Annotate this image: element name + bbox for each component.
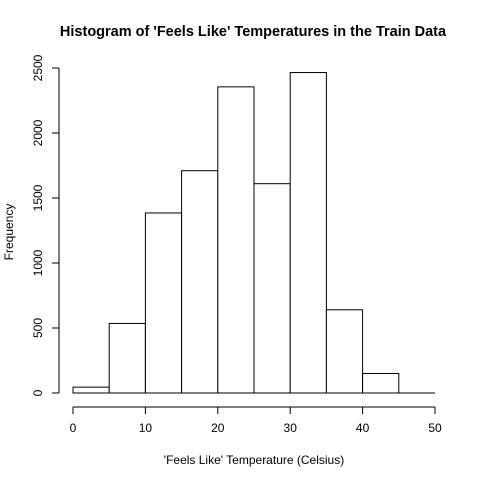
x-tick-label: 0 [70, 421, 77, 435]
x-tick-label: 30 [284, 421, 298, 435]
histogram-bar-20-25 [217, 86, 255, 394]
y-tick-label: 500 [31, 318, 45, 338]
histogram-bar-0-5 [72, 386, 110, 394]
chart-title: Histogram of 'Feels Like' Temperatures i… [60, 24, 447, 40]
histogram-bar-15-20 [181, 170, 219, 394]
histogram-bar-25-30 [253, 183, 291, 394]
histogram-bar-5-10 [108, 322, 146, 394]
x-tick-label: 20 [211, 421, 225, 435]
y-tick-label: 1500 [31, 184, 45, 211]
histogram-bar-40-45 [362, 373, 400, 394]
x-axis-label: 'Feels Like' Temperature (Celsius) [164, 453, 344, 467]
histogram-bar-35-40 [325, 309, 364, 394]
x-tick-label: 10 [139, 421, 153, 435]
y-tick-label: 0 [31, 389, 45, 396]
histogram-bar-10-15 [144, 212, 183, 394]
y-axis: 0 500 1000 1500 2000 2500 [31, 54, 60, 396]
x-tick-label: 40 [356, 421, 370, 435]
y-tick-label: 2000 [31, 119, 45, 146]
x-tick-label: 50 [428, 421, 442, 435]
y-axis-label: Frequency [2, 204, 16, 261]
y-tick-label: 1000 [31, 249, 45, 276]
x-axis: 0 10 20 30 40 50 [70, 406, 442, 435]
histogram-bar-30-35 [289, 72, 327, 394]
histogram-bars [72, 72, 435, 394]
y-tick-label: 2500 [31, 54, 45, 81]
